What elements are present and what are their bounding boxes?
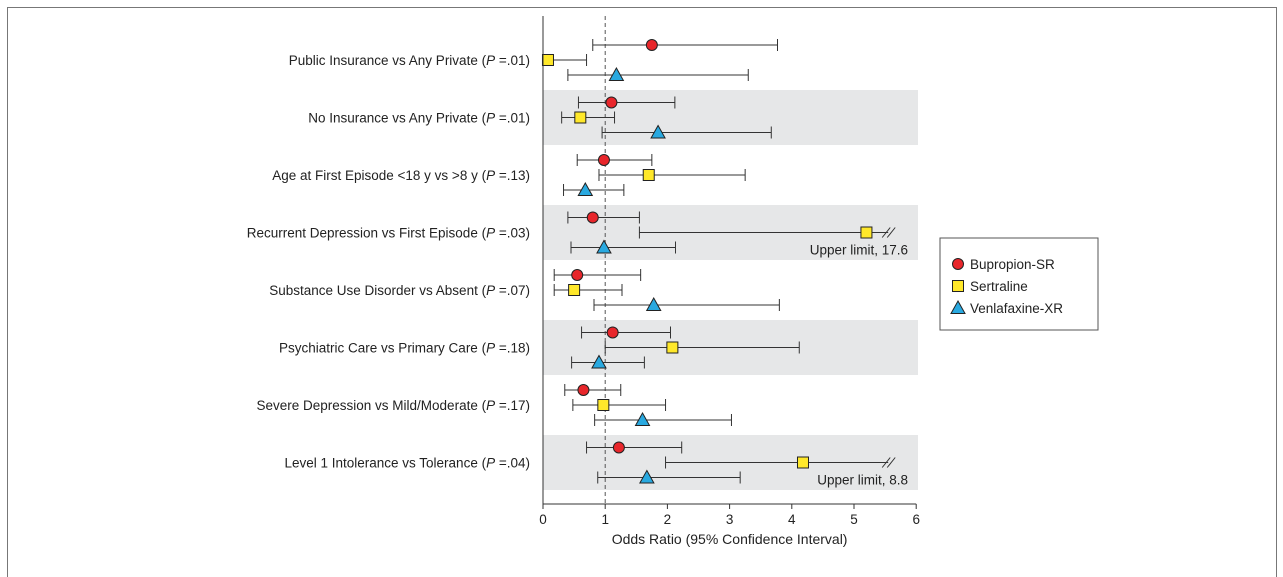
- legend: [939, 237, 1099, 331]
- point-square: [796, 456, 809, 469]
- legend-label: Sertraline: [970, 279, 1028, 294]
- figure-frame: Public Insurance vs Any Private (P =.01)…: [7, 7, 1277, 577]
- x-tick-label: 4: [788, 512, 796, 527]
- row-label: Age at First Episode <18 y vs >8 y (P =.…: [272, 168, 530, 183]
- x-tick-label: 6: [912, 512, 920, 527]
- row-label: No Insurance vs Any Private (P =.01): [308, 111, 530, 126]
- point-circle: [597, 154, 610, 166]
- point-circle: [605, 96, 618, 109]
- point-square: [574, 111, 587, 124]
- point-circle: [571, 269, 584, 281]
- point-circle: [606, 326, 619, 339]
- point-circle: [612, 441, 625, 454]
- axis-break-mark: [886, 227, 896, 238]
- row-label: Level 1 Intolerance vs Tolerance (P =.04…: [284, 456, 530, 471]
- axis-break-mark: [886, 457, 896, 468]
- row-label: Substance Use Disorder vs Absent (P =.07…: [269, 283, 530, 298]
- x-tick-label: 3: [726, 512, 734, 527]
- point-triangle: [608, 66, 625, 81]
- legend-square-icon: [952, 280, 964, 292]
- row-label: Psychiatric Care vs Primary Care (P =.18…: [279, 341, 530, 356]
- point-triangle: [639, 469, 655, 484]
- point-square: [568, 284, 581, 296]
- point-circle: [645, 39, 658, 51]
- x-tick-label: 5: [850, 512, 858, 527]
- point-square: [541, 54, 554, 66]
- point-circle: [577, 384, 590, 396]
- x-axis-title: Odds Ratio (95% Confidence Interval): [612, 531, 848, 547]
- point-square: [666, 341, 679, 354]
- forest-plot: Public Insurance vs Any Private (P =.01)…: [247, 16, 1099, 547]
- x-tick-label: 2: [664, 512, 672, 527]
- legend-label: Venlafaxine-XR: [970, 301, 1063, 316]
- row-label: Public Insurance vs Any Private (P =.01): [289, 53, 530, 68]
- point-triangle: [634, 411, 651, 426]
- legend-label: Bupropion-SR: [970, 257, 1055, 272]
- axis-break-mark: [881, 227, 891, 238]
- upper-limit-note: Upper limit, 8.8: [817, 473, 908, 488]
- point-circle: [586, 211, 599, 224]
- point-triangle: [591, 354, 607, 369]
- point-square: [642, 169, 655, 181]
- point-triangle: [650, 124, 666, 139]
- point-triangle: [596, 239, 612, 254]
- legend-triangle-icon: [950, 299, 966, 314]
- x-tick-label: 0: [539, 512, 547, 527]
- row-label: Severe Depression vs Mild/Moderate (P =.…: [256, 398, 530, 413]
- legend-circle-icon: [952, 258, 964, 270]
- point-square: [860, 226, 873, 239]
- upper-limit-note: Upper limit, 17.6: [810, 243, 908, 258]
- x-tick-label: 1: [601, 512, 609, 527]
- point-triangle: [645, 296, 662, 311]
- axis-break-mark: [881, 457, 891, 468]
- row-label: Recurrent Depression vs First Episode (P…: [247, 226, 530, 241]
- point-square: [597, 399, 610, 411]
- point-triangle: [577, 181, 594, 196]
